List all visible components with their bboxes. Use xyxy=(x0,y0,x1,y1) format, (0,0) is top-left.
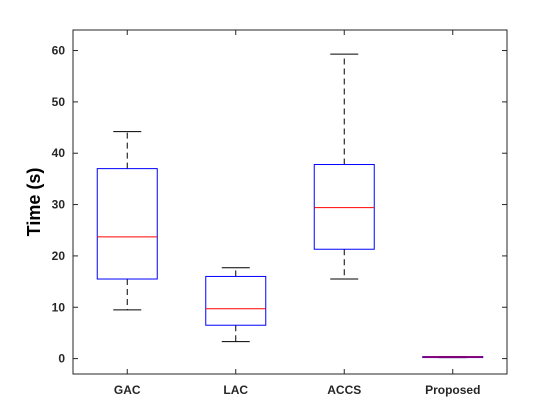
x-axis-ticks: GAC LAC ACCS Proposed xyxy=(114,30,480,397)
y-tick-label: 60 xyxy=(52,44,66,58)
y-axis-ticks: 0 10 20 30 40 50 60 xyxy=(52,44,507,366)
y-tick-label: 10 xyxy=(52,300,66,314)
x-tick-label: Proposed xyxy=(425,383,480,397)
plot-area xyxy=(72,29,508,375)
iqr-box xyxy=(313,164,375,250)
y-tick-label: 50 xyxy=(52,95,66,109)
box-gac xyxy=(96,131,158,311)
box-proposed xyxy=(422,356,484,359)
x-tick-label: GAC xyxy=(114,383,141,397)
boxes-group xyxy=(96,53,484,359)
y-tick-label: 40 xyxy=(52,146,66,160)
box-accs xyxy=(313,53,375,280)
iqr-box xyxy=(205,275,267,326)
iqr-box xyxy=(96,168,158,280)
box-lac xyxy=(205,267,267,343)
x-tick-label: ACCS xyxy=(327,383,361,397)
y-axis-label: Time (s) xyxy=(24,168,44,237)
y-tick-label: 30 xyxy=(52,198,66,212)
y-tick-label: 20 xyxy=(52,249,66,263)
x-tick-label: LAC xyxy=(223,383,248,397)
y-tick-label: 0 xyxy=(58,352,65,366)
